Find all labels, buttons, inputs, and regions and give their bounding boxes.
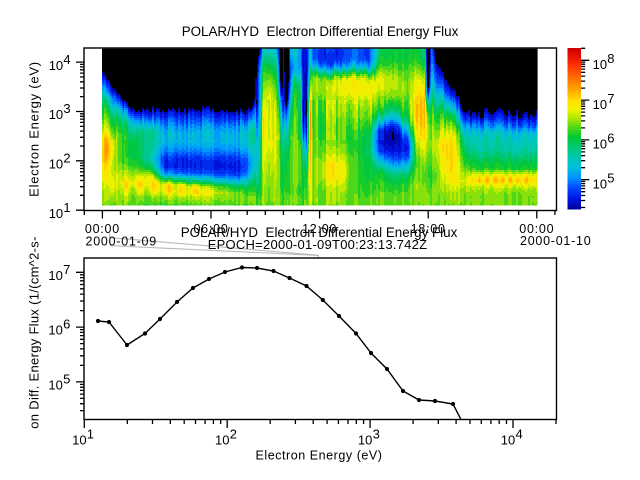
svg-text:1: 1 [63, 200, 70, 215]
svg-text:EPOCH=2000-01-09T00:23:13.742Z: EPOCH=2000-01-09T00:23:13.742Z [208, 237, 428, 252]
svg-text:7: 7 [63, 262, 70, 277]
svg-text:7: 7 [607, 91, 614, 106]
svg-text:10: 10 [358, 432, 372, 447]
svg-text:4: 4 [63, 52, 70, 67]
svg-text:Electron Energy (eV): Electron Energy (eV) [255, 449, 382, 463]
svg-text:18:00: 18:00 [411, 222, 446, 236]
svg-text:00:00: 00:00 [85, 222, 120, 236]
svg-text:6: 6 [607, 131, 614, 146]
svg-text:2: 2 [63, 151, 70, 166]
svg-text:10: 10 [593, 97, 607, 112]
svg-text:10: 10 [49, 58, 63, 73]
svg-text:4: 4 [516, 426, 523, 441]
svg-text:10: 10 [48, 323, 62, 338]
svg-text:10: 10 [48, 378, 62, 393]
svg-text:00:00: 00:00 [519, 222, 554, 236]
svg-text:5: 5 [63, 372, 70, 387]
svg-text:POLAR/HYD Electron Differenti: POLAR/HYD Electron Differential Energy F… [181, 225, 458, 240]
svg-text:10: 10 [501, 432, 515, 447]
svg-text:2: 2 [230, 426, 237, 441]
svg-text:3: 3 [373, 426, 380, 441]
svg-text:10: 10 [49, 107, 63, 122]
svg-text:06:00: 06:00 [193, 222, 228, 236]
svg-text:1: 1 [87, 426, 94, 441]
svg-text:2000-01-09: 2000-01-09 [86, 234, 157, 248]
svg-text:12:00: 12:00 [302, 222, 337, 236]
svg-text:2000-01-10: 2000-01-10 [520, 234, 591, 248]
svg-text:5: 5 [607, 170, 614, 185]
svg-text:10: 10 [593, 176, 607, 191]
svg-text:Electron Energy (eV): Electron Energy (eV) [27, 61, 42, 197]
svg-text:10: 10 [48, 268, 62, 283]
svg-text:10: 10 [49, 157, 63, 172]
svg-text:10: 10 [593, 57, 607, 72]
svg-text:POLAR/HYD Electron Differenti: POLAR/HYD Electron Differential Energy F… [182, 24, 459, 39]
svg-text:6: 6 [63, 317, 70, 332]
svg-text:on Diff. Energy Flux (1/(cm^2-: on Diff. Energy Flux (1/(cm^2-s- [27, 236, 42, 428]
svg-text:10: 10 [49, 206, 63, 221]
svg-text:10: 10 [593, 137, 607, 152]
svg-text:10: 10 [72, 432, 86, 447]
svg-text:8: 8 [607, 51, 614, 66]
svg-text:10: 10 [215, 432, 229, 447]
svg-text:3: 3 [63, 101, 70, 116]
